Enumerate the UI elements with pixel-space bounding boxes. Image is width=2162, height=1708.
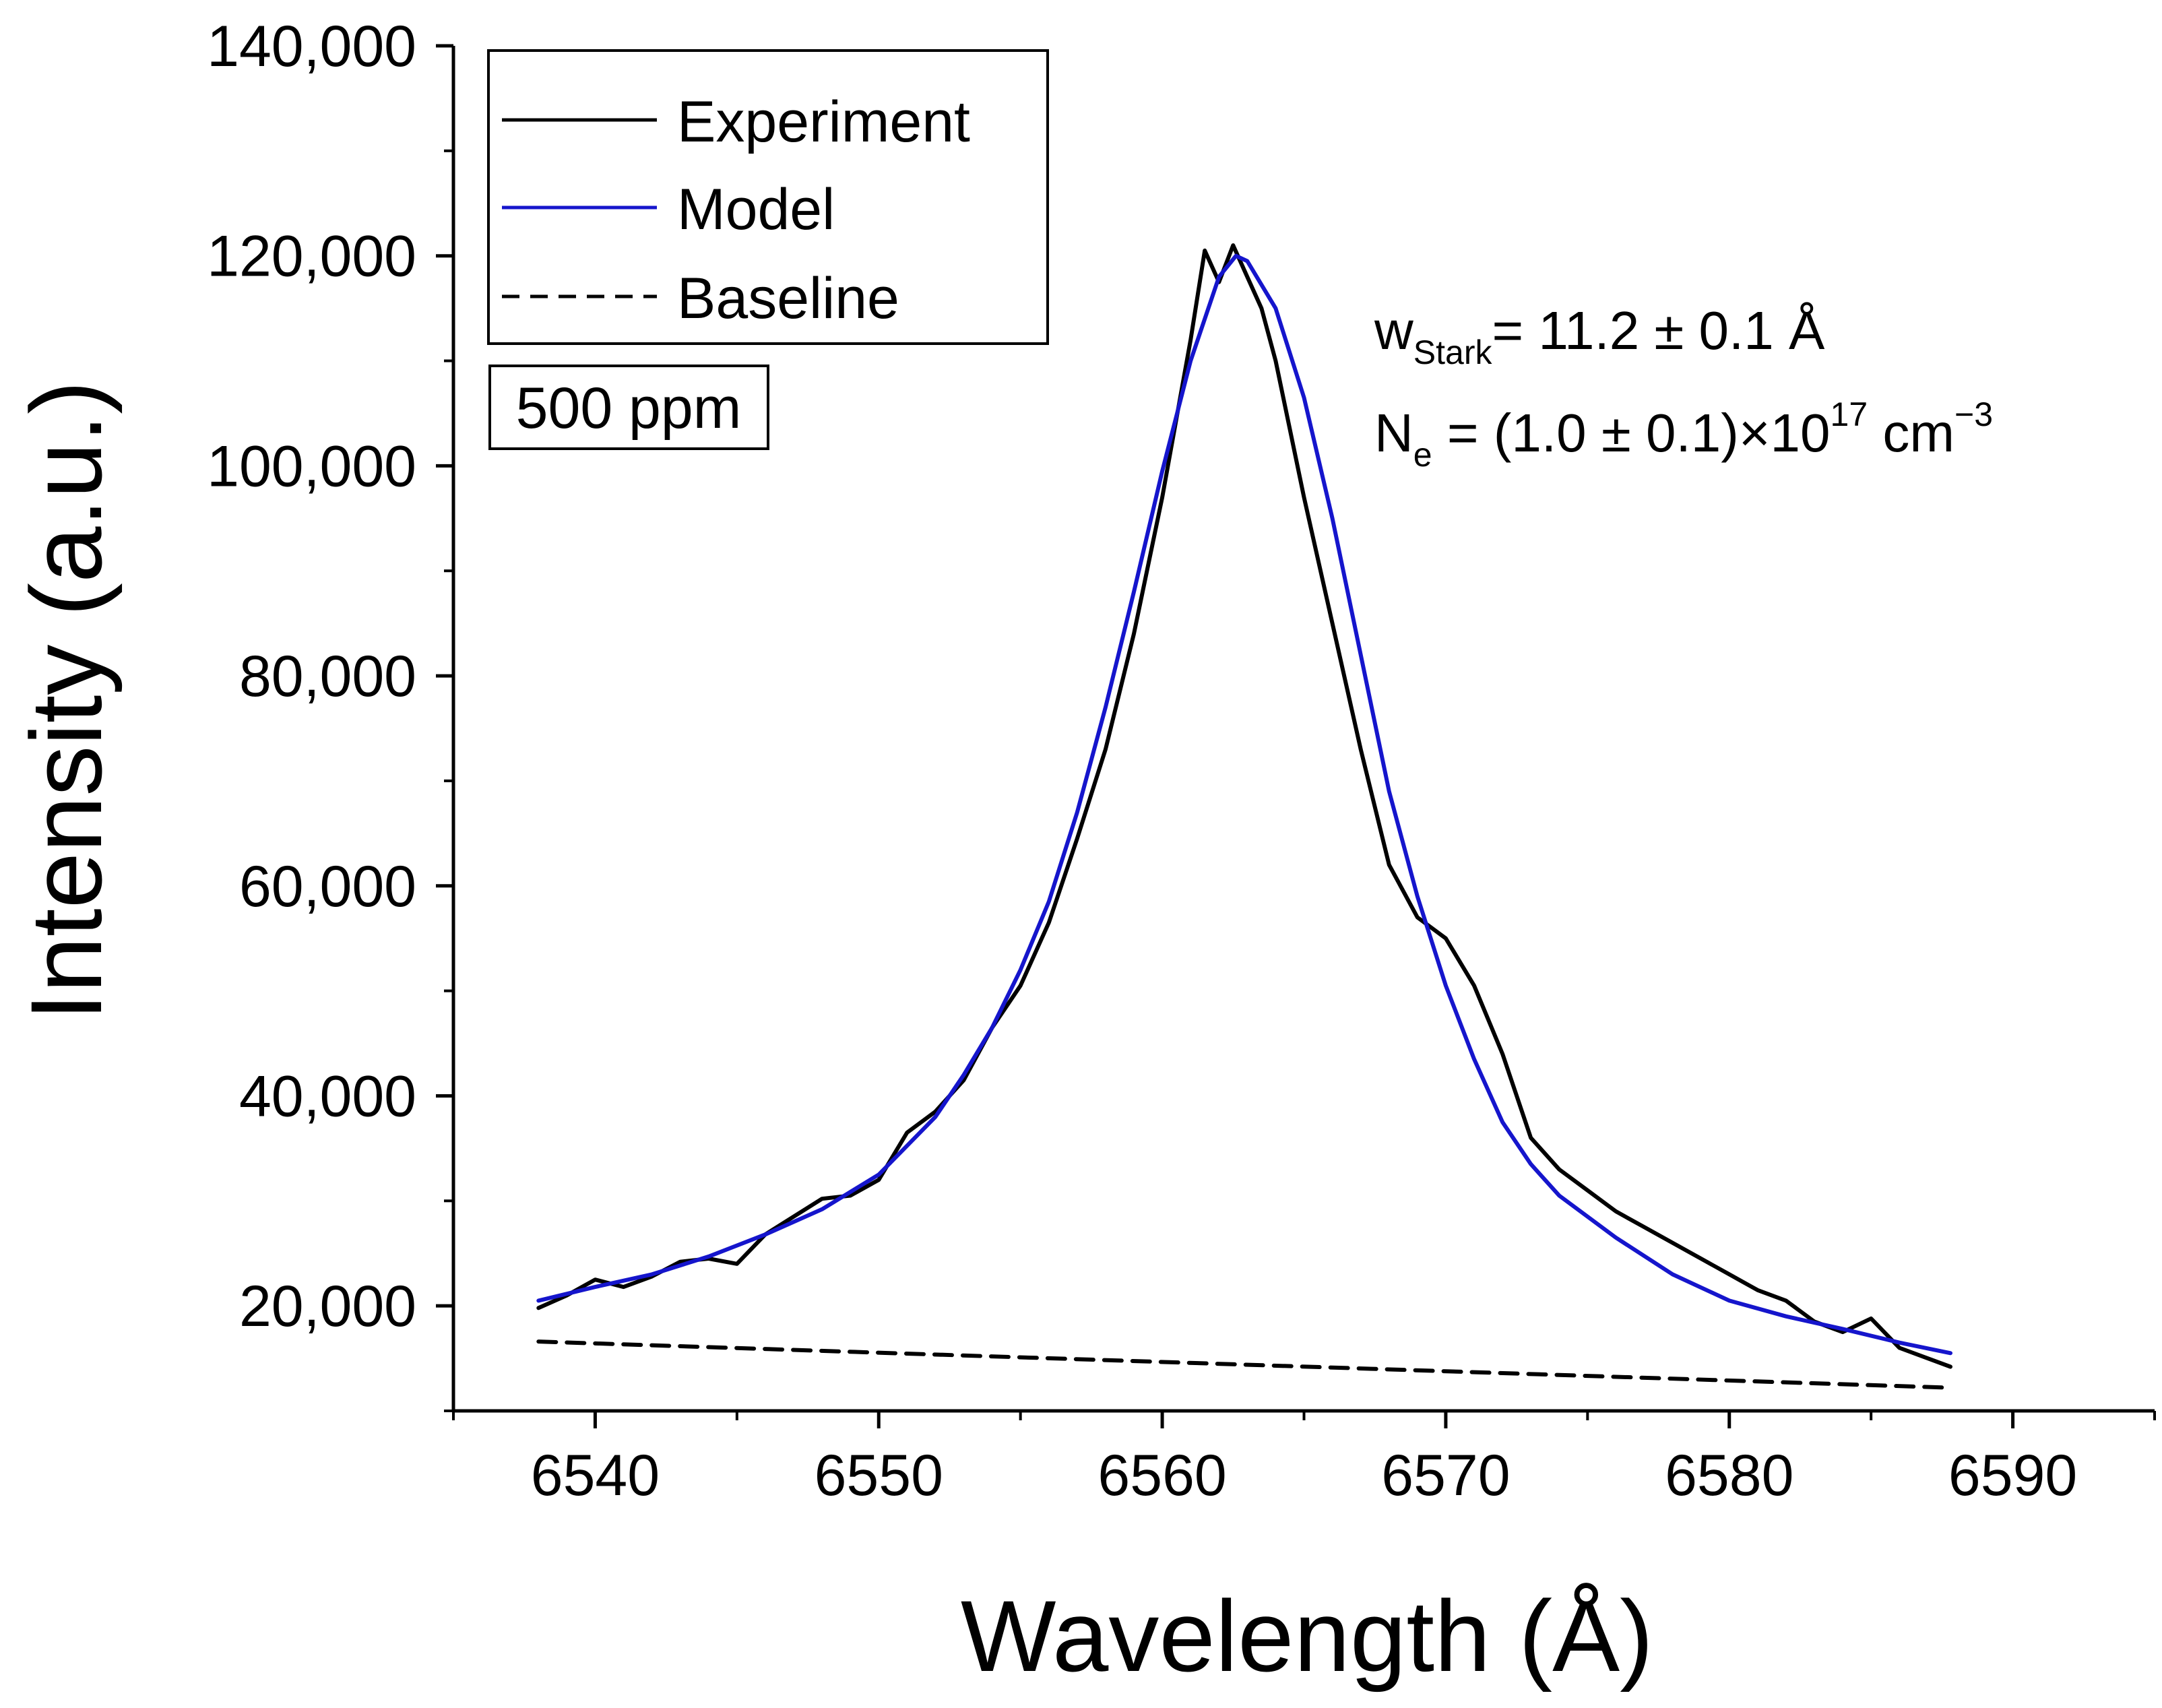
ne-prefix: N bbox=[1374, 403, 1413, 463]
plot-series bbox=[536, 243, 1952, 1390]
y-tick-label-140000: 140,000 bbox=[207, 14, 416, 79]
legend: Experiment Model Baseline bbox=[487, 49, 1049, 345]
y-tick-label-40000: 40,000 bbox=[239, 1064, 416, 1129]
ne-value: = (1.0 ± 0.1)×10 bbox=[1432, 403, 1831, 463]
x-axis-title: Wavelength (Å) bbox=[961, 1579, 1653, 1693]
y-tick-label-120000: 120,000 bbox=[207, 224, 416, 289]
series-baseline bbox=[536, 1339, 1952, 1390]
ne-unit: cm bbox=[1868, 403, 1954, 463]
y-tick-label-80000: 80,000 bbox=[239, 644, 416, 709]
y-tick-label-20000: 20,000 bbox=[239, 1274, 416, 1339]
x-tick-label-6550: 6550 bbox=[815, 1443, 943, 1508]
series-model bbox=[536, 253, 1952, 1356]
legend-box bbox=[487, 49, 1049, 345]
y-axis-title: Intensity (a.u.) bbox=[9, 381, 123, 1021]
x-tick-label-6580: 6580 bbox=[1665, 1443, 1793, 1508]
stark-value: = 11.2 ± 0.1 Å bbox=[1492, 301, 1825, 360]
axis-ticks: 6540 6550 6560 6570 6580 6590 20,000 40,000 60,0… bbox=[207, 14, 2156, 1508]
sample-label: 500 ppm bbox=[516, 376, 742, 441]
ne-exponent: 17 bbox=[1831, 396, 1868, 433]
y-tick-label-60000: 60,000 bbox=[239, 854, 416, 919]
stark-subscript: Stark bbox=[1413, 334, 1493, 371]
series-experiment bbox=[536, 243, 1952, 1369]
stark-width-annotation: wStark= 11.2 ± 0.1 Å bbox=[1374, 301, 1825, 371]
legend-label-model: Model bbox=[677, 177, 835, 242]
x-tick-label-6540: 6540 bbox=[531, 1443, 660, 1508]
ne-unit-exponent: −3 bbox=[1954, 396, 1993, 433]
electron-density-annotation: Ne = (1.0 ± 0.1)×1017 cm−3 bbox=[1374, 396, 1993, 474]
ne-subscript: e bbox=[1413, 436, 1432, 474]
y-tick-label-100000: 100,000 bbox=[207, 434, 416, 499]
sample-label-box: 500 ppm bbox=[488, 365, 769, 450]
x-tick-label-6590: 6590 bbox=[1948, 1443, 2077, 1508]
stark-prefix: w bbox=[1374, 301, 1413, 360]
sample-label-frame bbox=[488, 365, 769, 450]
x-tick-label-6570: 6570 bbox=[1381, 1443, 1510, 1508]
legend-label-experiment: Experiment bbox=[677, 90, 970, 154]
legend-label-baseline: Baseline bbox=[677, 266, 899, 331]
x-tick-label-6560: 6560 bbox=[1098, 1443, 1226, 1508]
